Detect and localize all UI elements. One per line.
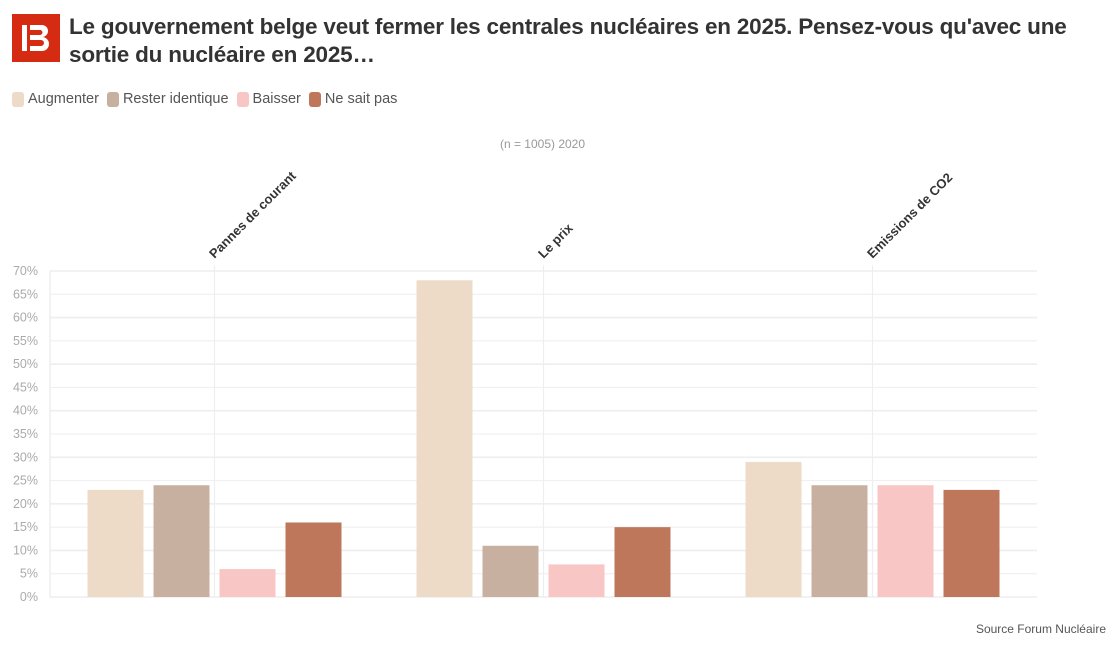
- y-tick-label: 35%: [13, 427, 38, 441]
- legend-item-augmenter[interactable]: Augmenter: [12, 91, 99, 107]
- y-tick-label: 55%: [13, 334, 38, 348]
- bar-augmenter[interactable]: [416, 280, 473, 597]
- source-note: Source Forum Nucléaire: [975, 622, 1106, 636]
- bar-ne-sait-pas[interactable]: [614, 527, 671, 597]
- bars: [87, 280, 1000, 597]
- y-tick-label: 0%: [20, 590, 38, 604]
- legend-label: Rester identique: [122, 91, 229, 107]
- chart-header: Le gouvernement belge veut fermer les ce…: [12, 14, 1099, 69]
- legend-swatch: [236, 91, 249, 107]
- bar-ne-sait-pas[interactable]: [285, 522, 342, 597]
- y-tick-label: 65%: [13, 287, 38, 301]
- y-tick-label: 50%: [13, 357, 38, 371]
- y-tick-label: 25%: [13, 474, 38, 488]
- x-category-label: Emissions de CO2: [864, 170, 955, 261]
- legend: Augmenter Rester identique Baisser Ne sa…: [12, 91, 405, 107]
- y-tick-label: 10%: [13, 543, 38, 557]
- y-tick-label: 45%: [13, 380, 38, 394]
- y-tick-label: 5%: [20, 567, 38, 581]
- chart-subtitle: (n = 1005) 2020: [499, 137, 586, 151]
- legend-label: Baisser: [252, 91, 301, 107]
- bar-baisser[interactable]: [219, 569, 276, 597]
- brand-logo-icon: [12, 14, 60, 62]
- bar-ne-sait-pas[interactable]: [943, 489, 1000, 597]
- bar-augmenter[interactable]: [745, 461, 802, 597]
- legend-item-rester-identique[interactable]: Rester identique: [106, 91, 229, 107]
- gridlines: [49, 265, 1037, 598]
- y-tick-label: 40%: [13, 404, 38, 418]
- bar-augmenter[interactable]: [87, 489, 144, 597]
- legend-swatch: [12, 91, 24, 107]
- bar-rester-identique[interactable]: [811, 485, 868, 597]
- legend-item-ne-sait-pas[interactable]: Ne sait pas: [308, 91, 398, 107]
- y-axis: 0% 5% 10% 15% 20% 25% 30% 35% 40% 45% 50% 55% 60% 65%…: [13, 264, 38, 604]
- x-category-label: Le prix: [535, 220, 576, 261]
- legend-swatch: [308, 91, 321, 107]
- bar-rester-identique[interactable]: [153, 485, 210, 597]
- x-axis-labels: Pannes de courant Le prix Emissions de CO2: [206, 168, 955, 261]
- x-category-label: Pannes de courant: [206, 168, 299, 261]
- legend-label: Ne sait pas: [324, 91, 398, 107]
- bar-baisser[interactable]: [548, 564, 605, 597]
- legend-item-baisser[interactable]: Baisser: [236, 91, 301, 107]
- y-tick-label: 30%: [13, 450, 38, 464]
- y-tick-label: 60%: [13, 311, 38, 325]
- y-tick-label: 70%: [13, 264, 38, 278]
- legend-label: Augmenter: [28, 91, 99, 107]
- y-tick-label: 20%: [13, 497, 38, 511]
- legend-swatch: [106, 91, 119, 107]
- y-tick-label: 15%: [13, 520, 38, 534]
- bar-rester-identique[interactable]: [482, 545, 539, 597]
- chart-title: Le gouvernement belge veut fermer les ce…: [69, 14, 1067, 67]
- bar-baisser[interactable]: [877, 485, 934, 597]
